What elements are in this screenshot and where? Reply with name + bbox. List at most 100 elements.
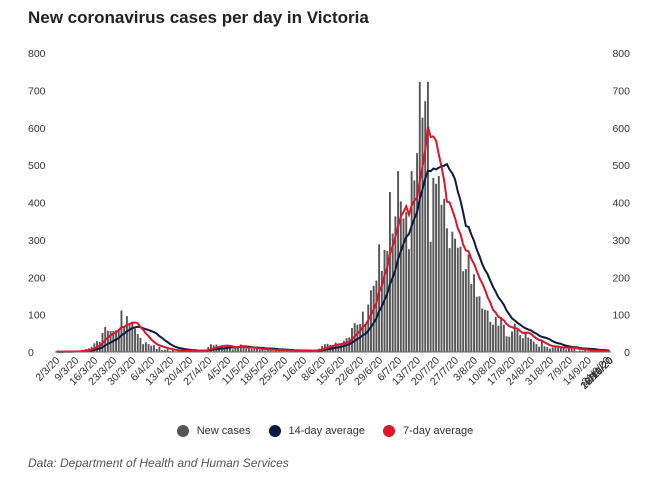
y-tick-left-label: 700 [28,85,46,97]
y-tick-right-label: 500 [612,160,630,172]
new-cases-bar [508,336,511,352]
new-cases-bar [540,341,543,352]
new-cases-bar [535,344,538,352]
new-cases-bar [402,218,405,352]
new-cases-bar [551,347,554,352]
new-cases-bar [117,328,120,352]
legend-item-14-day-average: 14-day average [268,425,365,437]
new-cases-bar [462,271,465,352]
new-cases-bar [169,350,172,352]
new-cases-bar [432,177,435,352]
y-tick-left-label: 300 [28,235,46,247]
new-cases-bar [155,349,158,352]
new-cases-bar [277,350,280,352]
new-cases-bar [372,285,375,352]
new-cases-bar [144,342,147,352]
new-cases-bar [573,348,576,352]
new-cases-bar [272,350,275,352]
x-axis: 2/3/209/3/2016/3/2023/3/2030/3/206/4/201… [33,355,616,392]
new-cases-bar [261,349,264,352]
new-cases-bar [538,346,541,352]
new-cases-swatch-icon [176,425,189,437]
new-cases-bar [123,326,126,352]
new-cases-bar [399,201,402,352]
new-cases-bar [242,347,245,352]
y-tick-right-label: 300 [612,235,630,247]
y-axis-right: 0 100 200 300 400 500 600 700 800 [612,48,630,359]
new-cases-bar [437,175,440,352]
new-cases-bar [380,270,383,352]
new-cases-bar [128,325,131,352]
y-tick-left-label: 500 [28,160,46,172]
new-cases-bar [131,321,134,352]
legend: New cases 14-day average 7-day average [0,425,650,437]
new-cases-bar [283,350,286,352]
new-cases-bar [426,81,429,352]
new-cases-bar [521,338,524,352]
new-cases-bar [464,269,467,352]
new-cases-bar [177,350,180,352]
chart-title: New coronavirus cases per day in Victori… [28,8,369,27]
new-cases-bar [391,233,394,352]
new-cases-bar [98,341,101,352]
new-cases-bar [361,311,364,352]
new-cases-bar [421,117,424,352]
new-cases-bar [115,330,117,352]
new-cases-bar [456,247,459,352]
new-cases-bar [562,347,565,352]
new-cases-bar [237,347,240,352]
new-cases-bar [475,296,478,352]
new-cases-bar [142,344,145,352]
y-tick-right-label: 100 [612,310,630,322]
y-tick-right-label: 600 [612,123,630,135]
new-cases-bar [532,341,535,352]
chart-area: 0 100 200 300 400 500 600 700 800 0 100 200 300 400 5… [28,48,630,392]
new-cases-bar [410,171,413,352]
new-cases-bar [527,337,530,352]
new-cases-bar [418,81,421,352]
new-cases-bar [161,350,164,352]
new-cases-bar [483,309,486,352]
new-cases-bar [511,331,513,352]
new-cases-bar [557,346,560,352]
new-cases-bar [139,337,142,352]
new-cases-bar [394,216,397,352]
new-cases-bar [473,274,475,352]
y-tick-left-label: 800 [28,48,46,60]
new-cases-bar [500,318,503,352]
new-cases-bar [568,347,570,352]
new-cases-bar [513,323,516,352]
new-cases-bar [478,296,481,352]
new-cases-bar [502,324,505,352]
new-cases-bar [367,304,370,352]
new-cases-bar [546,347,549,352]
y-tick-left-label: 0 [28,347,34,359]
new-cases-bar [549,348,551,352]
new-cases-bar [250,349,253,352]
new-cases-bar [578,350,581,352]
new-cases-bar [210,344,212,352]
y-tick-right-label: 800 [612,48,630,60]
new-cases-bar [234,348,237,352]
new-cases-bar [370,290,372,352]
new-cases-bar [291,350,294,352]
new-cases-bar [459,246,462,352]
new-cases-bar [467,254,470,352]
new-cases-bar [543,346,546,352]
legend-item-new-cases: New cases [176,425,251,437]
new-cases-bars [55,81,606,353]
new-cases-bar [285,350,288,352]
new-cases-bar [158,346,161,352]
line-7-day-average [56,126,610,353]
new-cases-bar [451,231,454,352]
new-cases-bar [481,308,484,352]
new-cases-bar [106,330,109,352]
new-cases-bar [256,347,259,352]
new-cases-bar [264,350,267,352]
y-axis-left: 0 100 200 300 400 500 600 700 800 [28,48,46,359]
new-cases-bar [239,344,242,352]
new-cases-bar [364,324,367,352]
new-cases-bar [223,347,226,352]
new-cases-bar [554,347,557,352]
new-cases-bar [516,329,519,352]
